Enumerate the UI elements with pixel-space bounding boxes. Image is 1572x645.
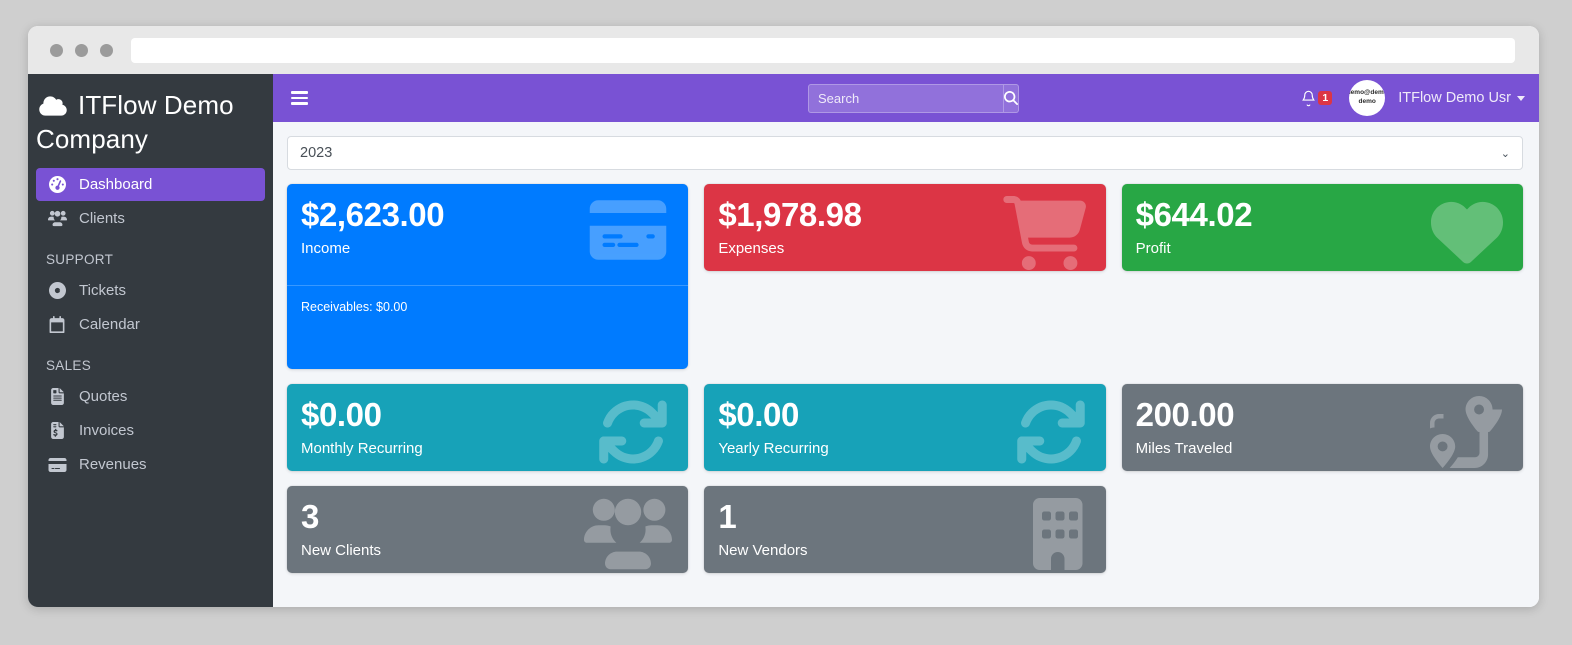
close-window-dot[interactable] (50, 43, 63, 57)
avatar[interactable]: demo@demo demo (1349, 80, 1386, 116)
stat-value: $2,623.00 (301, 196, 445, 233)
sidebar-item-label: Dashboard (79, 176, 153, 194)
hamburger-icon[interactable] (291, 91, 308, 105)
stat-label: Monthly Recurring (301, 439, 423, 457)
stat-label: New Clients (301, 541, 382, 559)
stat-value: $0.00 (301, 395, 382, 433)
stat-value: 1 (718, 497, 737, 535)
stat-value: 3 (301, 497, 319, 535)
dashboard-icon (46, 176, 68, 194)
stat-card-yearly-recurring[interactable]: $0.00 Yearly Recurring (704, 383, 1106, 471)
topbar-right: 1 demo@demo demo ITFlow Demo Usr (1301, 80, 1525, 116)
year-select[interactable]: 2023 ⌄ (287, 136, 1523, 170)
sidebar-item-quotes[interactable]: Quotes (36, 380, 265, 413)
avatar-line-2: demo (1358, 98, 1376, 105)
chevron-down-icon (1517, 95, 1525, 101)
file-invoice-icon (46, 388, 68, 406)
stat-card-new-vendors[interactable]: 1 New Vendors (704, 485, 1106, 573)
sidebar-item-label: Tickets (79, 282, 126, 300)
stat-label: Income (301, 239, 351, 257)
sidebar-item-dashboard[interactable]: Dashboard (36, 168, 265, 202)
brand[interactable]: ITFlow Demo Company (28, 78, 273, 168)
stat-label: New Vendors (718, 541, 808, 559)
users-icon (46, 210, 68, 227)
sidebar-item-label: Quotes (79, 388, 128, 406)
stat-value: $644.02 (1135, 196, 1253, 233)
notification-badge: 1 (1318, 90, 1333, 106)
stat-label: Expenses (718, 239, 785, 257)
stat-card-body: 3 New Clients (287, 486, 688, 573)
lifering-icon (46, 282, 68, 300)
browser-window: ITFlow Demo Company Dashboard (28, 26, 1539, 607)
stat-card-expenses[interactable]: $1,978.98 Expenses (704, 184, 1106, 271)
file-invoice-dollar-icon (46, 422, 68, 440)
search-bar (808, 83, 1019, 113)
stats-grid: $2,623.00 Income Receivables: $0.00 (287, 184, 1523, 573)
content-column: 1 demo@demo demo ITFlow Demo Usr 2023 ⌄ (273, 74, 1539, 607)
stat-card-body: 1 New Vendors (704, 486, 1105, 573)
sidebar-item-clients[interactable]: Clients (36, 202, 265, 235)
search-button[interactable] (1003, 83, 1019, 113)
sidebar-section-support: SUPPORT (46, 252, 114, 268)
sidebar-item-label: Calendar (79, 316, 140, 334)
window-controls (50, 43, 113, 57)
calendar-icon (46, 316, 68, 334)
stat-footer: Receivables: $0.00 (287, 284, 689, 325)
sidebar-item-label: Invoices (79, 422, 135, 440)
browser-chrome (28, 26, 1539, 74)
maximize-window-dot[interactable] (100, 43, 113, 57)
stat-card-profit[interactable]: $644.02 Profit (1121, 184, 1523, 271)
stat-value: $1,978.98 (718, 196, 862, 233)
stat-value: 200.00 (1135, 395, 1235, 433)
sidebar-item-label: Clients (79, 210, 125, 228)
avatar-line-1: demo@demo (1349, 89, 1385, 97)
sidebar-item-label: Revenues (79, 456, 147, 474)
sidebar-nav: Dashboard Clients SUPPORT (28, 168, 273, 481)
sidebar-item-calendar[interactable]: Calendar (36, 308, 265, 341)
stat-label: Yearly Recurring (718, 439, 829, 457)
chevron-down-icon: ⌄ (1500, 147, 1510, 160)
bell-icon (1302, 90, 1316, 106)
user-menu[interactable]: ITFlow Demo Usr (1398, 90, 1525, 106)
stat-label: Miles Traveled (1135, 439, 1233, 457)
year-select-value: 2023 (300, 145, 333, 161)
stat-card-new-clients[interactable]: 3 New Clients (287, 485, 689, 573)
stat-card-income[interactable]: $2,623.00 Income Receivables: $0.00 (287, 184, 689, 369)
stat-value: $0.00 (718, 395, 799, 433)
stat-card-monthly-recurring[interactable]: $0.00 Monthly Recurring (287, 383, 689, 471)
address-bar[interactable] (131, 37, 1515, 63)
notifications-button[interactable]: 1 (1301, 90, 1336, 107)
stat-card-body: $2,623.00 Income (287, 184, 688, 271)
search-input[interactable] (808, 83, 1003, 113)
sidebar-section-sales: SALES (46, 358, 92, 374)
sidebar-item-revenues[interactable]: Revenues (36, 448, 265, 481)
credit-card-icon (46, 457, 68, 473)
topbar: 1 demo@demo demo ITFlow Demo Usr (273, 74, 1539, 122)
cloud-icon (36, 93, 70, 124)
stat-card-body: $0.00 Monthly Recurring (287, 384, 688, 471)
stat-card-body: 200.00 Miles Traveled (1122, 384, 1523, 471)
stat-card-miles-traveled[interactable]: 200.00 Miles Traveled (1121, 383, 1523, 471)
brand-text: ITFlow Demo Company (36, 90, 234, 154)
sidebar-item-tickets[interactable]: Tickets (36, 274, 265, 307)
main-content: 2023 ⌄ $2,623.00 Income (273, 122, 1539, 607)
search-icon (1004, 91, 1018, 105)
app-root: ITFlow Demo Company Dashboard (28, 74, 1539, 607)
user-menu-label: ITFlow Demo Usr (1398, 90, 1511, 106)
stat-card-body: $1,978.98 Expenses (704, 184, 1105, 271)
minimize-window-dot[interactable] (75, 43, 88, 57)
sidebar: ITFlow Demo Company Dashboard (28, 74, 273, 607)
sidebar-item-invoices[interactable]: Invoices (36, 414, 265, 447)
stat-card-body: $0.00 Yearly Recurring (704, 384, 1105, 471)
stat-label: Profit (1135, 239, 1171, 257)
stat-card-body: $644.02 Profit (1122, 184, 1523, 271)
